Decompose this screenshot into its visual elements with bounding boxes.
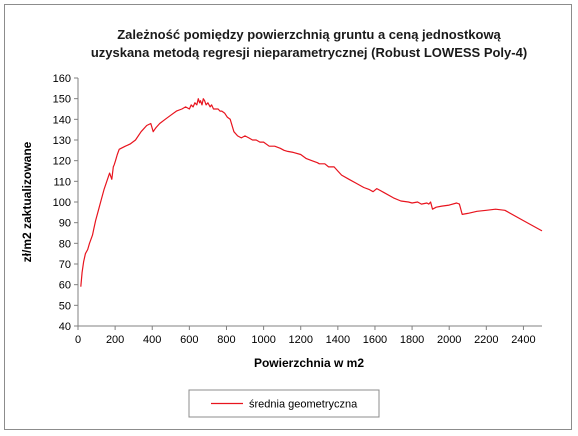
legend: średnia geometryczna (188, 389, 380, 418)
y-tick-label: 130 (53, 135, 71, 147)
chart-title-line-1: Zależność pomiędzy powierzchnią gruntu a… (117, 27, 501, 42)
y-tick-label: 160 (53, 73, 71, 85)
x-tick-label: 1400 (326, 334, 350, 346)
x-tick-label: 2400 (511, 334, 535, 346)
y-axis: 40 50 60 70 80 90 100 110 120 130 140 150 160 (53, 73, 78, 333)
chart-area: Zależność pomiędzy powierzchnią gruntu a… (4, 4, 572, 430)
y-tick-label: 120 (53, 156, 71, 168)
legend-label: średnia geometryczna (249, 399, 358, 411)
x-tick-label: 0 (75, 334, 81, 346)
x-axis-title: Powierzchnia w m2 (254, 356, 364, 370)
plot-area (78, 78, 542, 326)
chart-svg: Zależność pomiędzy powierzchnią gruntu a… (20, 27, 543, 418)
series-layer (80, 98, 543, 287)
y-tick-label: 80 (59, 238, 71, 250)
y-tick-label: 150 (53, 94, 71, 106)
x-tick-label: 200 (106, 334, 124, 346)
x-axis: 0 200 400 600 800 1000 1200 1400 1600 1800 2000 220… (75, 326, 536, 346)
y-tick-label: 40 (59, 321, 71, 333)
x-tick-label: 600 (180, 334, 198, 346)
y-tick-label: 60 (59, 280, 71, 292)
y-tick-label: 70 (59, 259, 71, 271)
x-tick-label: 2200 (474, 334, 498, 346)
x-tick-label: 800 (217, 334, 235, 346)
y-axis-title: zł/m2 zaktualizowane (20, 141, 34, 262)
x-tick-label: 2000 (437, 334, 461, 346)
series-line-srednia-geometryczna (80, 98, 543, 287)
y-tick-label: 110 (53, 176, 71, 188)
y-tick-label: 100 (53, 197, 71, 209)
x-tick-label: 400 (143, 334, 161, 346)
x-tick-label: 1600 (363, 334, 387, 346)
x-tick-label: 1200 (288, 334, 312, 346)
x-tick-label: 1000 (251, 334, 275, 346)
y-tick-label: 140 (53, 114, 71, 126)
y-tick-label: 50 (59, 300, 71, 312)
x-tick-label: 1800 (400, 334, 424, 346)
y-tick-label: 90 (59, 218, 71, 230)
chart-title-line-2: uzyskana metodą regresji nieparametryczn… (91, 45, 527, 60)
